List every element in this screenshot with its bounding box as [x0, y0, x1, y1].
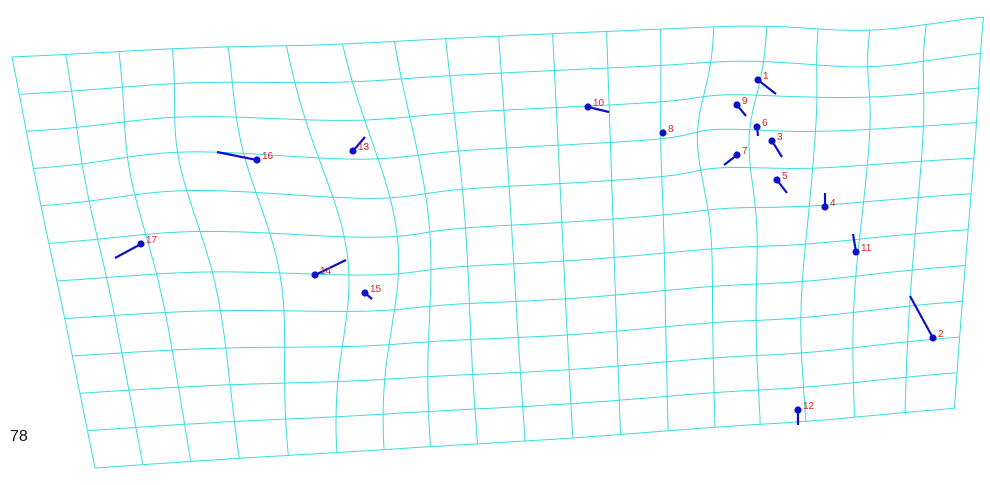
landmark-6: 6	[753, 118, 768, 137]
grid-column-line	[696, 26, 716, 428]
displacement-vector	[909, 295, 934, 339]
grid-row-line	[11, 16, 984, 58]
landmark-dot	[754, 76, 762, 84]
deformation-grid	[11, 16, 985, 469]
grid-column-line	[65, 54, 144, 465]
landmark-label: 16	[262, 151, 274, 162]
landmark-label: 8	[668, 124, 674, 135]
landmark-dot	[852, 248, 860, 256]
landmark-label: 6	[762, 118, 768, 129]
displacement-vector	[314, 259, 347, 276]
landmark-label: 12	[803, 401, 815, 412]
landmark-11: 11	[851, 233, 872, 256]
landmark-dot	[584, 103, 592, 111]
page-number: 78	[10, 428, 28, 445]
displacement-vector	[216, 150, 258, 162]
grid-column-line	[171, 48, 240, 459]
landmark-14: 14	[311, 259, 347, 279]
landmark-2: 2	[909, 295, 944, 342]
grid-column-line	[904, 24, 927, 413]
grid-column-line	[445, 38, 478, 444]
grid-column-line	[285, 45, 350, 453]
landmark-dot	[768, 137, 776, 145]
landmark-dot	[773, 176, 781, 184]
displacement-vector	[114, 243, 142, 259]
landmark-5: 5	[773, 171, 788, 194]
landmark-9: 9	[733, 96, 748, 117]
landmark-label: 9	[742, 96, 748, 107]
landmark-16: 16	[216, 150, 274, 164]
landmark-label: 5	[782, 171, 788, 182]
grid-column-line	[498, 36, 526, 442]
landmark-label: 14	[320, 266, 332, 277]
landmark-label: 13	[358, 142, 370, 153]
landmark-15: 15	[361, 284, 382, 300]
landmark-label: 1	[763, 71, 769, 82]
landmark-label: 11	[861, 243, 872, 254]
landmark-13: 13	[349, 136, 370, 155]
landmark-label: 15	[370, 284, 382, 295]
landmark-label: 2	[938, 329, 944, 340]
grid-column-line	[342, 43, 400, 450]
landmark-3: 3	[768, 132, 783, 158]
grid-column-line	[852, 30, 871, 418]
landmark-dot	[659, 129, 667, 137]
landmark-label: 17	[146, 235, 158, 246]
landmark-12: 12	[794, 401, 815, 425]
landmark-dot	[349, 147, 357, 155]
landmark-17: 17	[114, 235, 158, 259]
grid-column-line	[552, 33, 574, 438]
grid-column-line	[118, 51, 192, 462]
landmark-dot	[753, 123, 761, 131]
landmark-label: 3	[777, 132, 783, 143]
displacement-vector	[757, 79, 777, 95]
landmark-dot	[794, 406, 802, 414]
landmark-dot	[361, 289, 369, 297]
landmark-label: 10	[593, 98, 605, 109]
grid-column-line	[393, 41, 432, 447]
landmark-10: 10	[584, 98, 610, 114]
grid-column-line	[606, 31, 621, 435]
grid-column-line	[748, 26, 768, 425]
landmark-dot	[821, 203, 829, 211]
landmark-dot	[137, 240, 145, 248]
grid-column-line	[954, 17, 985, 409]
landmark-dot	[929, 334, 937, 342]
grid-column-line	[11, 56, 96, 469]
landmark-label: 7	[742, 146, 748, 157]
landmark-1: 1	[754, 71, 777, 95]
landmark-7: 7	[723, 146, 748, 166]
landmark-label: 4	[830, 198, 836, 209]
grid-column-line	[800, 28, 819, 422]
landmark-dot	[733, 101, 741, 109]
landmark-4: 4	[821, 193, 836, 211]
landmark-dot	[733, 151, 741, 159]
grid-column-line	[227, 46, 289, 456]
grid-column-line	[660, 29, 669, 431]
landmark-8: 8	[659, 124, 674, 137]
landmark-dot	[311, 271, 319, 279]
landmark-dot	[253, 156, 261, 164]
